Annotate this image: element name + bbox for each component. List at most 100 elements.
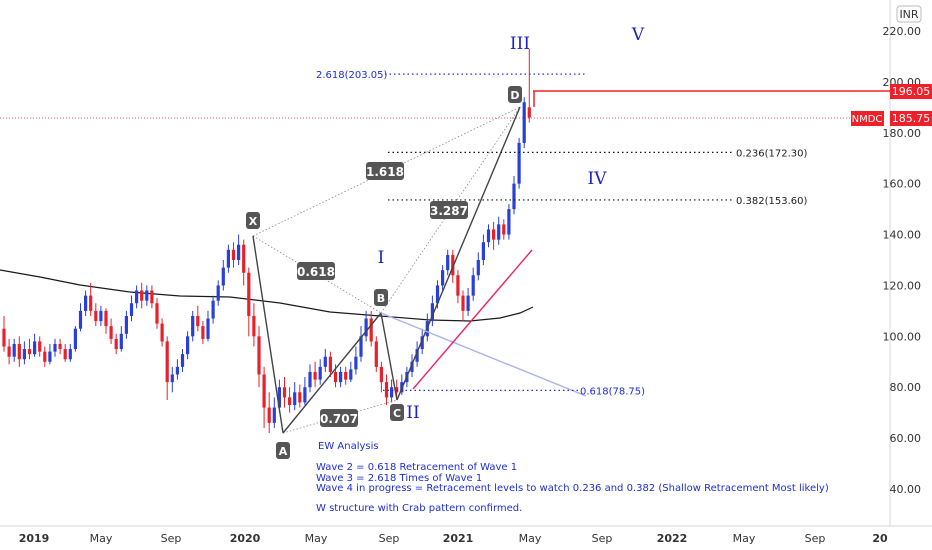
- candle-body: [129, 303, 134, 316]
- candle-body: [481, 242, 485, 260]
- point-b-label: B: [377, 292, 385, 305]
- x-tick-label: 2022: [657, 532, 688, 545]
- point-x-label: X: [249, 215, 258, 228]
- candles-layer: [2, 48, 531, 434]
- wave-2-label: II: [406, 403, 419, 423]
- pattern-leg: [396, 106, 521, 401]
- x-tick-label: 20: [872, 532, 888, 545]
- candle-body: [476, 260, 480, 276]
- candle-body: [160, 323, 164, 342]
- x-tick-label: May: [305, 532, 328, 545]
- candle-body: [262, 374, 266, 408]
- projection-line: [380, 312, 587, 397]
- candle-body: [349, 369, 353, 380]
- candle-body: [527, 107, 531, 118]
- candle-body: [288, 397, 292, 406]
- currency-badge[interactable]: [896, 5, 922, 23]
- x-tick-label: 2020: [230, 532, 261, 545]
- note-line: Wave 2 = 0.618 Retracement of Wave 1: [316, 462, 517, 473]
- currency-label: INR: [899, 8, 918, 21]
- candle-body: [216, 285, 220, 301]
- y-tick-label: 80.00: [890, 381, 922, 394]
- ratio-xd-box: [430, 201, 468, 219]
- candle-body: [435, 285, 440, 304]
- candle-body: [451, 254, 455, 276]
- candle-body: [211, 300, 215, 319]
- wave-5-label: V: [631, 25, 645, 45]
- point-d-box: [508, 86, 522, 103]
- last-price-text: 185.75: [892, 112, 931, 125]
- moving-average-layer: [0, 269, 534, 322]
- candle-body: [517, 142, 521, 184]
- candle-body: [186, 336, 190, 355]
- plot-area[interactable]: [0, 0, 890, 526]
- candle-body: [369, 318, 373, 342]
- y-tick-label: 40.00: [890, 483, 922, 496]
- y-tick-label: 180.00: [883, 127, 922, 140]
- candle-body: [104, 310, 108, 327]
- candle-body: [359, 336, 363, 357]
- x-tick-label: Sep: [592, 532, 613, 545]
- axes-layer: 220.00200.00180.00160.00140.00120.00100.…: [19, 25, 921, 545]
- bd-guide-line: [380, 106, 521, 314]
- candle-body: [339, 371, 343, 383]
- note-line: W structure with Crab pattern confirmed.: [316, 503, 522, 514]
- candle-body: [354, 356, 358, 370]
- candle-body: [7, 346, 11, 357]
- candle-body: [135, 290, 139, 304]
- candle-body: [114, 338, 118, 350]
- candle-body: [471, 275, 475, 296]
- ratio-ac-label: 0.707: [320, 412, 358, 426]
- candle-body: [140, 290, 144, 301]
- candle-body: [395, 387, 399, 393]
- point-x-box: [246, 212, 260, 229]
- candle-body: [170, 374, 174, 383]
- candle-body: [318, 366, 322, 380]
- candle-body: [374, 341, 378, 367]
- point-a-box: [276, 442, 290, 459]
- note-title: EW Analysis: [318, 441, 379, 452]
- ratio-xb-label: 0.618: [297, 265, 335, 279]
- ratio-xd-label: 3.287: [430, 204, 468, 218]
- candle-body: [293, 392, 297, 406]
- trend-line: [412, 249, 533, 390]
- candle-body: [502, 224, 506, 235]
- candle-body: [150, 290, 154, 304]
- candle-body: [17, 343, 21, 360]
- candle-body: [282, 387, 287, 398]
- x-tick-label: May: [519, 532, 542, 545]
- candle-body: [410, 361, 414, 372]
- fib-0236-label: 0.236(172.30): [736, 148, 808, 159]
- y-tick-label: 120.00: [883, 279, 922, 292]
- candle-body: [390, 387, 394, 398]
- candle-body: [333, 371, 338, 383]
- candle-body: [63, 349, 67, 360]
- level-price-text: 196.05: [892, 85, 931, 98]
- candle-body: [2, 328, 6, 347]
- candle-body: [298, 392, 302, 403]
- ratio-xb-box: [297, 262, 335, 280]
- moving-average-line: [0, 269, 534, 322]
- candle-body: [124, 315, 128, 334]
- candle-body: [456, 275, 460, 296]
- candle-body: [242, 244, 246, 273]
- candle-body: [109, 326, 113, 339]
- candle-body: [119, 333, 123, 350]
- candle-body: [191, 315, 195, 337]
- point-d-label: D: [510, 89, 519, 102]
- x-tick-label: Sep: [379, 532, 400, 545]
- analysis-notes: EW Analysis Wave 2 = 0.618 Retracement o…: [316, 441, 829, 514]
- candle-body: [206, 318, 210, 339]
- candle-body: [27, 349, 32, 355]
- pattern-leg: [282, 312, 382, 434]
- ac-guide-line: [282, 399, 398, 434]
- candle-body: [84, 295, 88, 311]
- candle-body: [420, 336, 424, 350]
- candle-body: [303, 387, 307, 403]
- x-tick-label: 2021: [443, 532, 474, 545]
- candle-body: [145, 290, 149, 301]
- candle-body: [430, 303, 434, 322]
- candle-body: [237, 244, 241, 260]
- x-tick-label: May: [90, 532, 113, 545]
